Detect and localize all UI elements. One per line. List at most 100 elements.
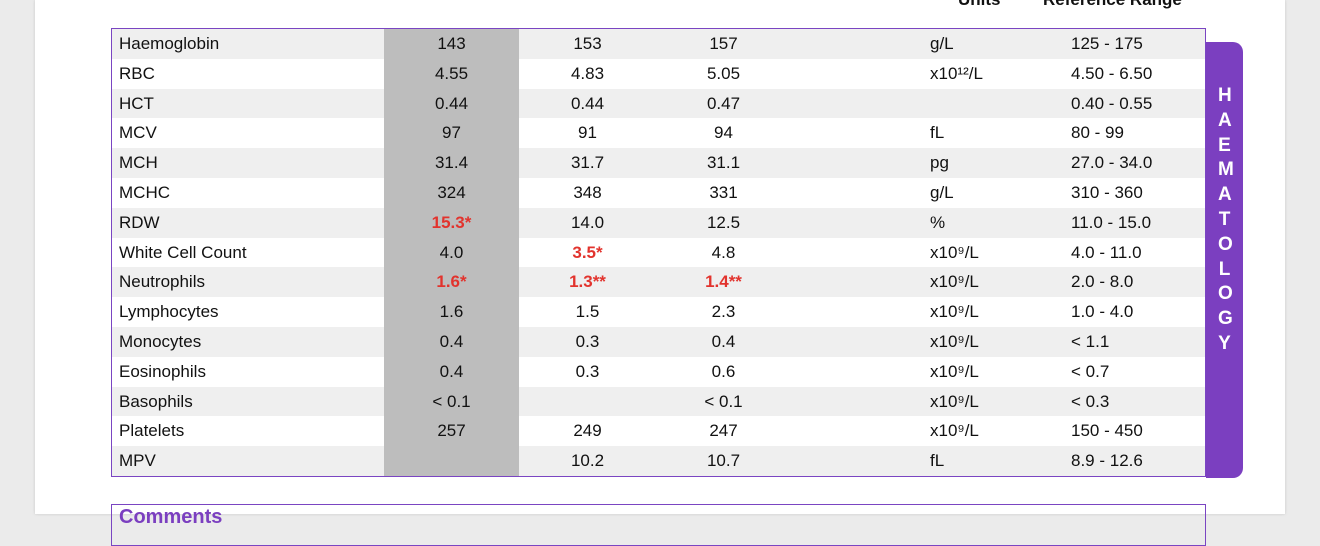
reference-range: < 0.7 [1071, 361, 1110, 381]
result-value: 1.5 [575, 302, 600, 322]
reference-range: 4.50 - 6.50 [1071, 63, 1153, 83]
test-name: White Cell Count [119, 242, 247, 262]
reference-range: < 1.1 [1071, 332, 1110, 351]
comments-title: Comments [119, 506, 223, 528]
table-row [112, 88, 1205, 119]
unit: x10⁹/L [930, 361, 979, 381]
test-name: Basophils [119, 391, 193, 411]
result-value: 348 [573, 183, 602, 202]
result-value: 0.47 [706, 93, 741, 113]
range-header: Reference Range [1043, 0, 1182, 10]
result-value: 97 [442, 123, 461, 143]
unit: g/L [930, 183, 954, 202]
test-name: RDW [119, 212, 160, 232]
unit: x10⁹/L [930, 242, 979, 262]
reference-range: 310 - 360 [1071, 183, 1143, 202]
section-tab: HAEMATOLOGY [1206, 42, 1243, 478]
result-value: 4.8 [711, 242, 736, 262]
result-value: 5.05 [706, 63, 741, 83]
table-row [112, 267, 1205, 298]
result-value: 153 [573, 34, 602, 53]
reference-range: 1.0 - 4.0 [1071, 302, 1134, 322]
result-value: 331 [709, 183, 738, 202]
result-value: 15.3* [431, 212, 472, 232]
reference-range: 11.0 - 15.0 [1071, 212, 1152, 232]
result-value: 1.6 [439, 302, 464, 322]
unit: fL [930, 451, 945, 471]
unit: x10¹²/L [930, 63, 983, 83]
result-value: 4.55 [434, 63, 469, 83]
result-value: 1.6* [436, 272, 467, 292]
result-value: 91 [578, 123, 597, 143]
result-value: 0.44 [434, 93, 469, 113]
result-value: 0.3 [575, 332, 600, 351]
unit: g/L [930, 34, 954, 53]
result-value: 94 [714, 123, 733, 143]
unit: pg [930, 153, 949, 173]
reference-range: 80 - 99 [1071, 123, 1124, 143]
result-value: < 0.1 [432, 391, 471, 411]
unit: x10⁹/L [930, 391, 979, 411]
table-row [112, 386, 1205, 417]
highlight-column [384, 29, 519, 476]
result-value: 2.3 [711, 302, 736, 322]
result-value: 31.7 [570, 153, 605, 173]
test-name: MPV [119, 451, 156, 471]
result-value: 1.3** [569, 272, 606, 292]
result-value: 4.83 [570, 63, 605, 83]
result-value: < 0.1 [704, 391, 743, 411]
reference-range: 0.40 - 0.55 [1071, 93, 1153, 113]
test-name: Neutrophils [119, 272, 205, 292]
test-name: Lymphocytes [119, 302, 219, 322]
result-value: 31.4 [434, 153, 469, 173]
unit: % [930, 212, 946, 232]
section-tab-label: HAEMATOLOGY [1218, 85, 1234, 354]
table-row [112, 327, 1205, 357]
table-row [112, 446, 1205, 476]
reference-range: 27.0 - 34.0 [1071, 153, 1153, 173]
result-value: 12.5 [706, 212, 741, 232]
result-value: 14.0 [570, 212, 605, 232]
reference-range: < 0.3 [1071, 391, 1110, 411]
reference-range: 150 - 450 [1071, 421, 1143, 441]
result-value: 157 [709, 34, 738, 53]
result-value: 3.5* [572, 242, 603, 262]
units-header: Units [958, 0, 1001, 10]
comments-box: Comments [111, 504, 1206, 546]
result-value: 1.4** [705, 272, 742, 292]
unit: x10⁹/L [930, 421, 979, 441]
result-value: 0.3 [575, 361, 600, 381]
test-name: RBC [119, 63, 155, 83]
result-value: 10.2 [570, 451, 605, 471]
test-name: HCT [119, 93, 154, 113]
table-row [112, 148, 1205, 178]
result-value: 0.44 [570, 93, 605, 113]
result-value: 0.4 [711, 332, 736, 351]
test-name: Haemoglobin [119, 34, 220, 53]
report-page [35, 0, 1285, 514]
result-value: 257 [437, 421, 466, 441]
unit: x10⁹/L [930, 332, 979, 351]
result-value: 10.7 [706, 451, 741, 471]
result-value: 249 [573, 421, 602, 441]
result-value: 0.6 [711, 361, 736, 381]
result-value: 31.1 [706, 153, 741, 173]
table-row [112, 29, 1205, 59]
test-name: MCHC [119, 183, 170, 202]
result-value: 247 [709, 421, 738, 441]
result-value: 324 [437, 183, 466, 202]
test-name: Platelets [119, 421, 185, 441]
test-name: Monocytes [119, 332, 202, 351]
unit: fL [930, 123, 945, 143]
reference-range: 8.9 - 12.6 [1071, 451, 1143, 471]
result-value: 0.4 [439, 332, 464, 351]
result-value: 143 [437, 34, 466, 53]
reference-range: 125 - 175 [1071, 34, 1143, 53]
result-value: 0.4 [439, 361, 464, 381]
table-row [112, 207, 1205, 238]
test-name: MCV [119, 123, 157, 143]
test-name: Eosinophils [119, 361, 206, 381]
test-name: MCH [119, 153, 158, 173]
reference-range: 4.0 - 11.0 [1071, 242, 1142, 262]
results-table: Haemoglobin 143 153 157 g/L 125 - 175 RBC 4.55 4… [111, 28, 1206, 477]
